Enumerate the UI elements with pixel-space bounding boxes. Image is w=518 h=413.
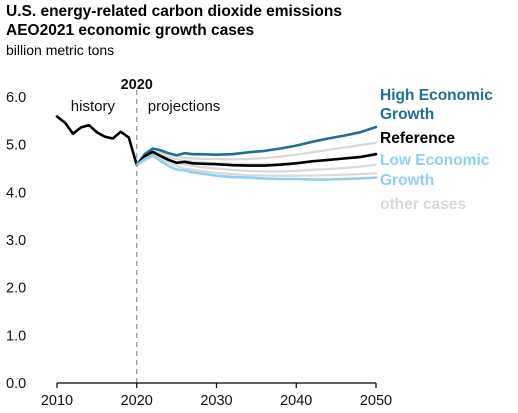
y-tick-label: 4.0 (6, 185, 26, 201)
series-line-history (55, 115, 139, 167)
x-tick-label: 2050 (360, 393, 392, 409)
legend-other: other cases (380, 196, 466, 213)
legend-high-line2: Growth (380, 106, 434, 123)
legend-reference: Reference (380, 130, 455, 147)
y-axis-ticks: 0.0 1.0 2.0 3.0 4.0 5.0 6.0 (6, 90, 26, 392)
y-tick-label: 3.0 (6, 233, 26, 249)
y-tick-label: 5.0 (6, 138, 26, 154)
y-tick-label: 2.0 (6, 281, 26, 297)
history-label: history (71, 98, 116, 115)
x-tick-label: 2010 (41, 393, 73, 409)
series-line-high (135, 125, 378, 167)
chart-subtitle: AEO2021 economic growth cases (6, 22, 255, 39)
chart-title: U.S. energy-related carbon dioxide emiss… (6, 3, 342, 20)
x-tick-label: 2030 (200, 393, 232, 409)
series-line-reference (135, 150, 378, 167)
x-axis-ticks: 2010 2020 2030 2040 2050 (41, 383, 392, 409)
projections-label: projections (148, 98, 221, 115)
divider-year-label: 2020 (121, 77, 153, 93)
legend-low-line1: Low Economic (380, 152, 490, 169)
series-line-low (135, 154, 378, 181)
series-layer (55, 115, 378, 181)
x-tick-label: 2020 (121, 393, 153, 409)
y-tick-label: 1.0 (6, 328, 26, 344)
y-tick-label: 6.0 (6, 90, 26, 106)
legend: High Economic Growth Reference Low Econo… (380, 87, 493, 213)
legend-low-line2: Growth (380, 172, 434, 189)
y-tick-label: 0.0 (6, 376, 26, 392)
y-axis-units: billion metric tons (6, 42, 115, 58)
series-line-other-3 (135, 155, 378, 177)
legend-high-line1: High Economic (380, 87, 493, 104)
x-tick-label: 2040 (280, 393, 312, 409)
